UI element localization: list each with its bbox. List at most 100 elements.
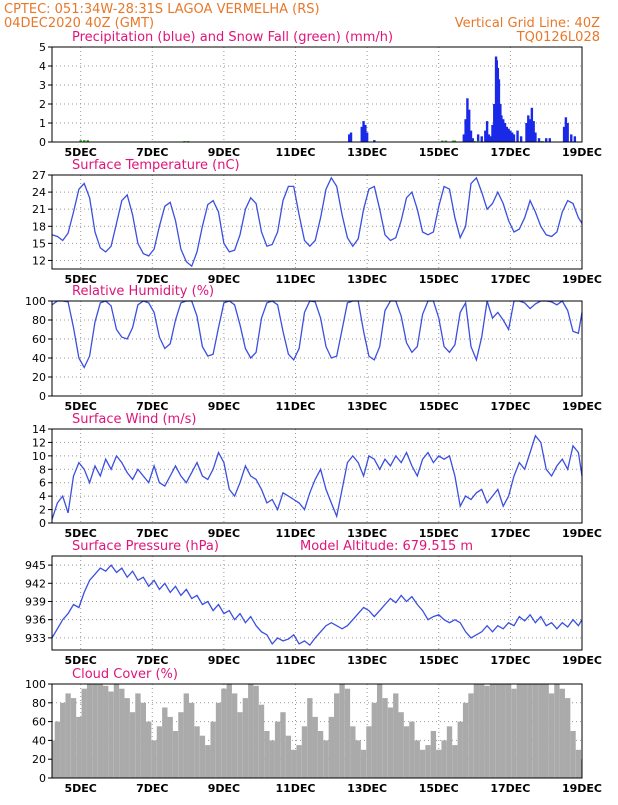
x-tick-label: 5DEC xyxy=(64,146,96,159)
panel-title: Relative Humidity (%) xyxy=(72,284,214,299)
panel-title: Surface Wind (m/s) xyxy=(72,412,196,427)
x-tick-label: 13DEC xyxy=(347,273,387,286)
precip-bar xyxy=(548,138,551,142)
panels: 5DEC 7DEC 9DEC 11DEC 13DEC 15DEC 17DEC 19DEC 0 12… xyxy=(25,30,602,795)
y-tick-label: 3 xyxy=(39,79,46,92)
y-tick-label: 40 xyxy=(32,352,46,365)
precip-bar xyxy=(489,136,492,142)
y-tick-label: 4 xyxy=(39,60,46,73)
snow-bar xyxy=(441,140,444,142)
plot-frame xyxy=(51,46,583,143)
y-tick-label: 100 xyxy=(25,295,46,308)
x-tick-label: 15DEC xyxy=(419,782,459,795)
x-tick-label: 7DEC xyxy=(136,654,168,667)
plot-frame xyxy=(51,174,583,270)
x-tick-label: 17DEC xyxy=(490,527,530,540)
y-tick-label: 936 xyxy=(25,614,46,627)
y-tick-label: 2 xyxy=(39,98,46,111)
y-tick-label: 0 xyxy=(39,772,46,785)
cloud-bar xyxy=(328,716,335,778)
cloud-bar xyxy=(484,685,490,778)
precip-bar xyxy=(485,121,489,142)
x-tick-label: 13DEC xyxy=(347,400,387,413)
precip-bar xyxy=(362,121,365,142)
cloud-bar xyxy=(167,716,173,778)
precip-bar xyxy=(365,132,369,142)
cloud-bar xyxy=(446,726,453,778)
y-tick-label: 40 xyxy=(32,734,46,747)
cloud-bar xyxy=(124,698,130,778)
cloud-bar xyxy=(237,712,243,778)
precip-bar xyxy=(562,126,566,142)
cloud-bar xyxy=(70,698,77,778)
precip-bar xyxy=(570,134,573,142)
precip-bar xyxy=(462,134,466,142)
x-tick-label: 9DEC xyxy=(208,273,240,286)
y-tick-label: 945 xyxy=(25,559,46,572)
x-tick-label: 17DEC xyxy=(490,782,530,795)
x-tick-label: 17DEC xyxy=(490,654,530,667)
cloud-bar xyxy=(575,749,582,778)
cloud-bar xyxy=(140,702,146,778)
x-tick-label: 11DEC xyxy=(275,782,315,795)
cloud-bar xyxy=(156,726,163,778)
cloud-bar xyxy=(409,721,415,778)
precip-series xyxy=(348,56,577,142)
x-tick-label: 7DEC xyxy=(136,400,168,413)
cloud-bar xyxy=(360,749,367,778)
precip-bar xyxy=(530,107,534,142)
cloud-bar xyxy=(371,702,377,778)
cloud-bar xyxy=(452,745,458,778)
x-tick-label: 19DEC xyxy=(562,527,602,540)
cloud-bar xyxy=(543,684,549,778)
x-tick-label: 9DEC xyxy=(208,654,240,667)
x-tick-label: 7DEC xyxy=(136,782,168,795)
precip-bar xyxy=(532,121,535,142)
y-tick-label: 18 xyxy=(32,220,46,233)
y-tick-label: 939 xyxy=(25,595,46,608)
precip-bar xyxy=(348,134,351,142)
cloud-bar xyxy=(522,684,528,778)
x-tick-label: 15DEC xyxy=(419,400,459,413)
cloud-bar xyxy=(103,685,109,778)
cloud-bar xyxy=(387,707,394,778)
cloud-bar xyxy=(162,707,168,778)
y-tick-label: 12 xyxy=(32,436,46,449)
cloud-bar xyxy=(92,684,98,778)
cloud-bar xyxy=(554,684,560,778)
snow-bar xyxy=(79,140,82,142)
cloud-bar xyxy=(532,684,539,778)
cloud-bar xyxy=(194,726,200,778)
precip-bar xyxy=(519,136,523,142)
cloud-bar xyxy=(462,702,469,778)
precip-bar xyxy=(464,119,467,142)
y-tick-label: 0 xyxy=(39,136,46,149)
y-tick-label: 20 xyxy=(32,753,46,766)
model-altitude: Model Altitude: 679.515 m xyxy=(300,539,473,554)
cloud-bar xyxy=(269,740,275,778)
x-tick-label: 17DEC xyxy=(490,273,530,286)
cloud-bar xyxy=(344,688,351,778)
x-tick-label: 11DEC xyxy=(275,146,315,159)
snow-bar xyxy=(451,140,455,142)
y-tick-label: 24 xyxy=(32,186,46,199)
cloud-bar xyxy=(355,740,361,778)
cloud-bar xyxy=(274,721,281,778)
cloud-bar xyxy=(334,693,340,778)
x-tick-label: 7DEC xyxy=(136,146,168,159)
cloud-bar xyxy=(81,688,87,778)
precip-bar xyxy=(509,130,512,142)
cloud-bar xyxy=(312,716,318,778)
cloud-bar xyxy=(135,693,141,778)
cloud-bar xyxy=(285,735,292,778)
y-tick-label: 10 xyxy=(32,450,46,463)
x-tick-label: 19DEC xyxy=(562,654,602,667)
cloud-bar xyxy=(210,721,216,778)
cloud-bar xyxy=(65,693,71,778)
precip-bar xyxy=(537,138,541,142)
cloud-bar xyxy=(548,693,555,778)
precip-bar xyxy=(510,132,514,142)
precip-bar xyxy=(469,130,473,142)
precip-bar xyxy=(373,140,376,142)
cloud-bar xyxy=(296,745,302,778)
